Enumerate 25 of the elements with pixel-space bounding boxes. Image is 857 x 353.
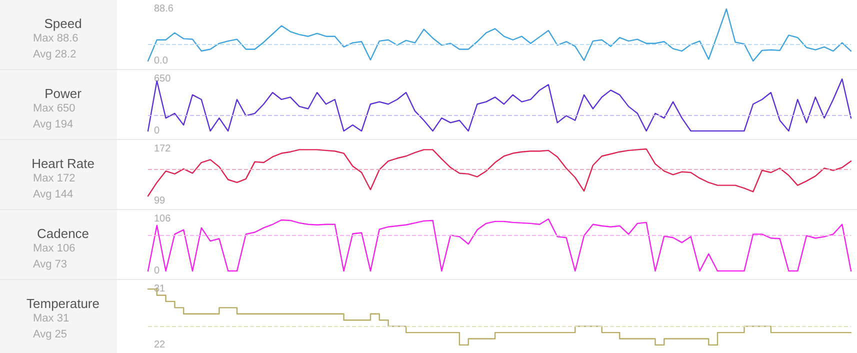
text: Avg 25 — [33, 328, 68, 340]
y-tick-label: 99 — [154, 196, 166, 206]
text: Temperature — [26, 296, 100, 311]
text: Avg 144 — [33, 188, 74, 200]
y-tick-label: 0 — [154, 266, 160, 276]
text: Avg 73 — [33, 258, 68, 270]
text: Avg 194 — [33, 118, 74, 130]
y-tick-label: 31 — [154, 284, 166, 294]
y-tick-label: 650 — [154, 74, 172, 84]
text: Cadence — [36, 226, 90, 241]
y-tick-label: 22 — [154, 340, 166, 350]
text: Heart Rate — [32, 156, 94, 171]
text: Speed — [44, 16, 82, 31]
text: Max 172 — [33, 172, 76, 184]
y-tick-label: 106 — [154, 214, 172, 224]
text: Max 88.6 — [33, 32, 78, 44]
text: Power — [44, 86, 82, 101]
y-tick-label: 0 — [154, 126, 160, 136]
y-tick-label: 0.0 — [154, 56, 168, 66]
text: Max 650 — [33, 102, 76, 114]
text: Max 106 — [33, 242, 76, 254]
y-tick-label: 172 — [154, 144, 172, 154]
y-tick-label: 88.6 — [154, 4, 174, 14]
text: Max 31 — [33, 312, 70, 324]
text: Avg 28.2 — [33, 48, 76, 60]
